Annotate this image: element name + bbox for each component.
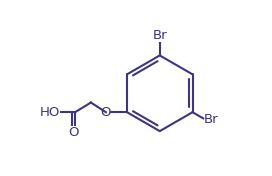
Text: Br: Br <box>152 29 167 42</box>
Text: Br: Br <box>204 113 219 126</box>
Text: O: O <box>100 106 111 119</box>
Text: HO: HO <box>40 106 60 119</box>
Text: O: O <box>68 126 79 139</box>
